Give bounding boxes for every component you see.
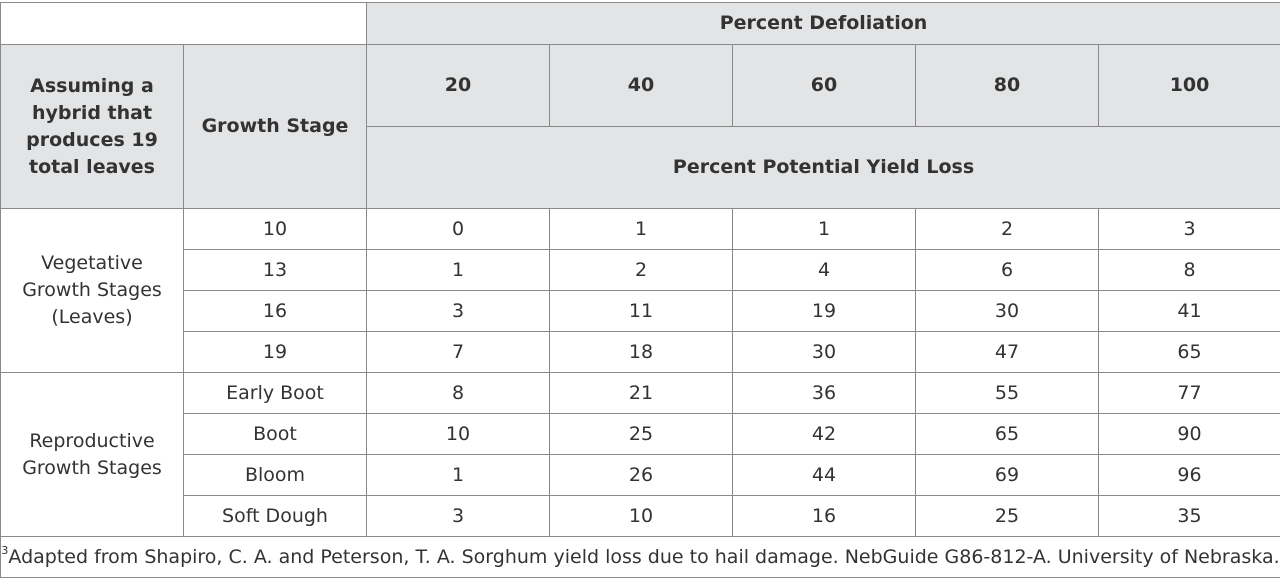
value-cell: 1 [549, 208, 733, 250]
stage-cell: Boot [183, 413, 367, 455]
value-cell: 65 [1097, 331, 1280, 373]
value-cell: 3 [366, 495, 550, 537]
value-cell: 55 [915, 372, 1099, 414]
value-cell: 30 [732, 331, 916, 373]
table-row: Vegetative Growth Stages (Leaves) 10 0 1… [0, 208, 1280, 373]
assumption-header: Assuming a hybrid that produces 19 total… [0, 44, 184, 209]
table-row: Boot 10 25 42 65 90 [1, 413, 1280, 455]
table-row: 16 3 11 19 30 41 [1, 290, 1280, 332]
table-row: 13 1 2 4 6 8 [1, 249, 1280, 291]
growth-stage-header: Growth Stage [183, 44, 367, 209]
value-cell: 90 [1097, 413, 1280, 455]
defoliation-level-40: 40 [549, 44, 733, 127]
value-cell: 25 [915, 495, 1099, 537]
value-cell: 0 [366, 208, 550, 250]
value-cell: 21 [549, 372, 733, 414]
value-cell: 47 [915, 331, 1099, 373]
value-cell: 16 [732, 495, 916, 537]
value-cell: 3 [1097, 208, 1280, 250]
value-cell: 4 [732, 249, 916, 291]
value-cell: 3 [366, 290, 550, 332]
value-cell: 36 [732, 372, 916, 414]
defoliation-level-20: 20 [366, 44, 550, 127]
defoliation-level-80: 80 [915, 44, 1099, 127]
corner-blank [0, 2, 367, 45]
value-cell: 18 [549, 331, 733, 373]
value-cell: 7 [366, 331, 550, 373]
value-cell: 77 [1097, 372, 1280, 414]
stage-cell: 10 [183, 208, 367, 250]
value-cell: 8 [366, 372, 550, 414]
table-row: Bloom 1 26 44 69 96 [1, 454, 1280, 496]
value-cell: 65 [915, 413, 1099, 455]
group-label-reproductive: Reproductive Growth Stages [0, 372, 184, 537]
yield-loss-header: Percent Potential Yield Loss [365, 126, 1280, 209]
table-row: Reproductive Growth Stages Early Boot 8 … [0, 372, 1280, 537]
value-cell: 19 [732, 290, 916, 332]
value-cell: 10 [549, 495, 733, 537]
value-cell: 30 [915, 290, 1099, 332]
value-cell: 42 [732, 413, 916, 455]
stage-cell: 16 [183, 290, 367, 332]
value-cell: 1 [366, 454, 550, 496]
source-footnote: 3Adapted from Shapiro, C. A. and Peterso… [0, 536, 1280, 578]
defoliation-level-100: 100 [1097, 44, 1280, 127]
table-row: 19 7 18 30 47 65 [1, 331, 1280, 373]
stage-cell: 13 [183, 249, 367, 291]
percent-defoliation-header: Percent Defoliation [365, 2, 1280, 45]
defoliation-level-60: 60 [732, 44, 916, 127]
value-cell: 25 [549, 413, 733, 455]
stage-cell: 19 [183, 331, 367, 373]
value-cell: 41 [1097, 290, 1280, 332]
value-cell: 2 [915, 208, 1099, 250]
footnote-text: Adapted from Shapiro, C. A. and Peterson… [8, 545, 1280, 568]
value-cell: 96 [1097, 454, 1280, 496]
value-cell: 1 [732, 208, 916, 250]
table-row: Soft Dough 3 10 16 25 35 [1, 495, 1280, 537]
stage-cell: Soft Dough [183, 495, 367, 537]
value-cell: 44 [732, 454, 916, 496]
value-cell: 26 [549, 454, 733, 496]
footnote-marker: 3 [1, 543, 9, 557]
value-cell: 8 [1097, 249, 1280, 291]
value-cell: 10 [366, 413, 550, 455]
value-cell: 1 [366, 249, 550, 291]
value-cell: 69 [915, 454, 1099, 496]
stage-cell: Bloom [183, 454, 367, 496]
value-cell: 2 [549, 249, 733, 291]
value-cell: 35 [1097, 495, 1280, 537]
value-cell: 6 [915, 249, 1099, 291]
value-cell: 11 [549, 290, 733, 332]
group-label-vegetative: Vegetative Growth Stages (Leaves) [0, 208, 184, 373]
stage-cell: Early Boot [183, 372, 367, 414]
